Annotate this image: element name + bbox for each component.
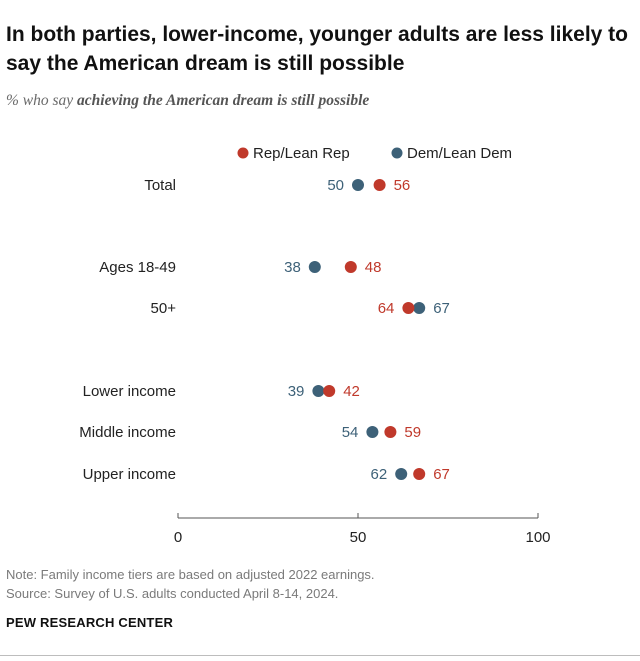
pew-logo-text: PEW RESEARCH CENTER: [6, 615, 174, 630]
dot-dem: [312, 385, 325, 397]
dot-dem: [395, 468, 408, 480]
x-axis-tick-label: 50: [350, 529, 367, 546]
value-label-rep: 67: [433, 466, 450, 483]
category-label: Total: [144, 177, 176, 194]
x-axis-tick-label: 0: [174, 529, 182, 546]
subtitle-prefix: % who say: [6, 92, 74, 109]
subtitle-emphasis: achieving the American dream is still po…: [77, 92, 370, 109]
dot-dem: [366, 426, 379, 438]
dot-rep: [373, 179, 386, 191]
value-label-rep: 48: [365, 259, 382, 276]
value-label-rep: 42: [343, 383, 360, 400]
dot-dem: [413, 302, 426, 314]
category-label: Lower income: [83, 383, 176, 400]
category-label: Ages 18-49: [99, 259, 176, 276]
chart-source: Source: Survey of U.S. adults conducted …: [6, 586, 339, 601]
value-label-rep: 56: [394, 177, 411, 194]
dot-rep: [402, 302, 415, 314]
value-label-dem: 39: [288, 383, 305, 400]
dot-rep: [413, 468, 426, 480]
category-label: Upper income: [83, 466, 176, 483]
dot-rep: [323, 385, 336, 397]
bottom-divider: [0, 655, 640, 656]
dot-dem: [308, 261, 321, 273]
chart-note: Note: Family income tiers are based on a…: [6, 567, 375, 582]
dot-rep: [344, 261, 357, 273]
x-axis-tick-label: 100: [525, 529, 550, 546]
chart-subtitle: % who say achieving the American dream i…: [6, 92, 369, 110]
legend-marker-dem: [391, 147, 403, 159]
value-label-rep: 64: [378, 300, 395, 317]
legend-label-dem: Dem/Lean Dem: [407, 145, 512, 162]
value-label-dem: 67: [433, 300, 450, 317]
legend-label-rep: Rep/Lean Rep: [253, 145, 350, 162]
value-label-rep: 59: [404, 424, 421, 441]
category-label: Middle income: [79, 424, 176, 441]
dot-plot: Rep/Lean Rep Dem/Lean Dem Total 50 56 Ages 18…: [79, 145, 550, 546]
chart-title: In both parties, lower-income, younger a…: [6, 23, 628, 75]
value-label-dem: 50: [327, 177, 344, 194]
dot-rep: [384, 426, 397, 438]
value-label-dem: 38: [284, 259, 301, 276]
value-label-dem: 62: [371, 466, 388, 483]
dot-dem: [352, 179, 364, 191]
category-label: 50+: [151, 300, 177, 317]
legend-marker-rep: [237, 147, 249, 159]
value-label-dem: 54: [342, 424, 359, 441]
